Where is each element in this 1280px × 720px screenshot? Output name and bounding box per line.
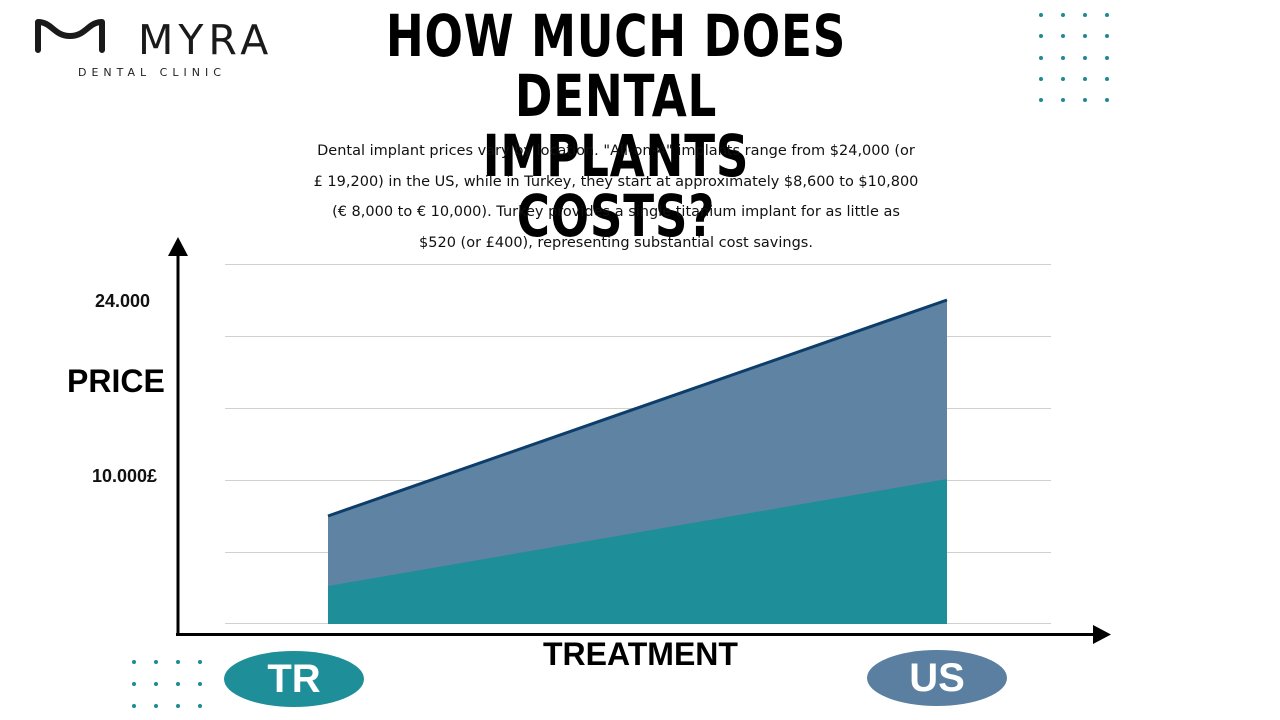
category-tr-badge: TR xyxy=(224,651,364,707)
page-title: HOW MUCH DOES DENTAL IMPLANTS COSTS? xyxy=(377,6,854,246)
decorative-dots-bottom-left xyxy=(132,660,204,710)
description-line-1: Dental implant prices vary by location. … xyxy=(317,143,915,159)
y-tick-24000: 24.000 xyxy=(95,291,151,311)
title-line-1: HOW MUCH DOES DENTAL xyxy=(385,2,847,130)
brand-subtitle: DENTAL CLINIC xyxy=(78,66,226,79)
decorative-dots-top-right xyxy=(1039,13,1111,103)
description-line-2: £ 19,200) in the US, while in Turkey, th… xyxy=(313,173,919,190)
description-line-4: $520 (or £400), representing substantial… xyxy=(419,234,813,251)
description-text: Dental implant prices vary by location. … xyxy=(296,136,936,258)
category-us-badge: US xyxy=(867,650,1007,706)
category-us-label: US xyxy=(909,655,965,700)
y-tick-10000: 10.000£ xyxy=(92,466,158,486)
title-line-2: IMPLANTS COSTS? xyxy=(482,122,750,250)
description-line-3: (€ 8,000 to € 10,000). Turkey provides a… xyxy=(332,204,900,220)
brand-name: MYRA xyxy=(138,16,274,64)
x-axis-title: TREATMENT xyxy=(543,636,738,672)
brand-logo: MYRA DENTAL CLINIC xyxy=(34,14,284,84)
lower-price-area xyxy=(328,479,947,624)
category-tr-label: TR xyxy=(267,656,321,701)
myra-m-icon xyxy=(35,19,105,53)
x-axis-arrow-icon xyxy=(1093,625,1111,644)
upper-price-line xyxy=(327,298,948,518)
y-axis-title: PRICE xyxy=(67,363,165,399)
y-axis-arrow-icon xyxy=(168,237,188,256)
